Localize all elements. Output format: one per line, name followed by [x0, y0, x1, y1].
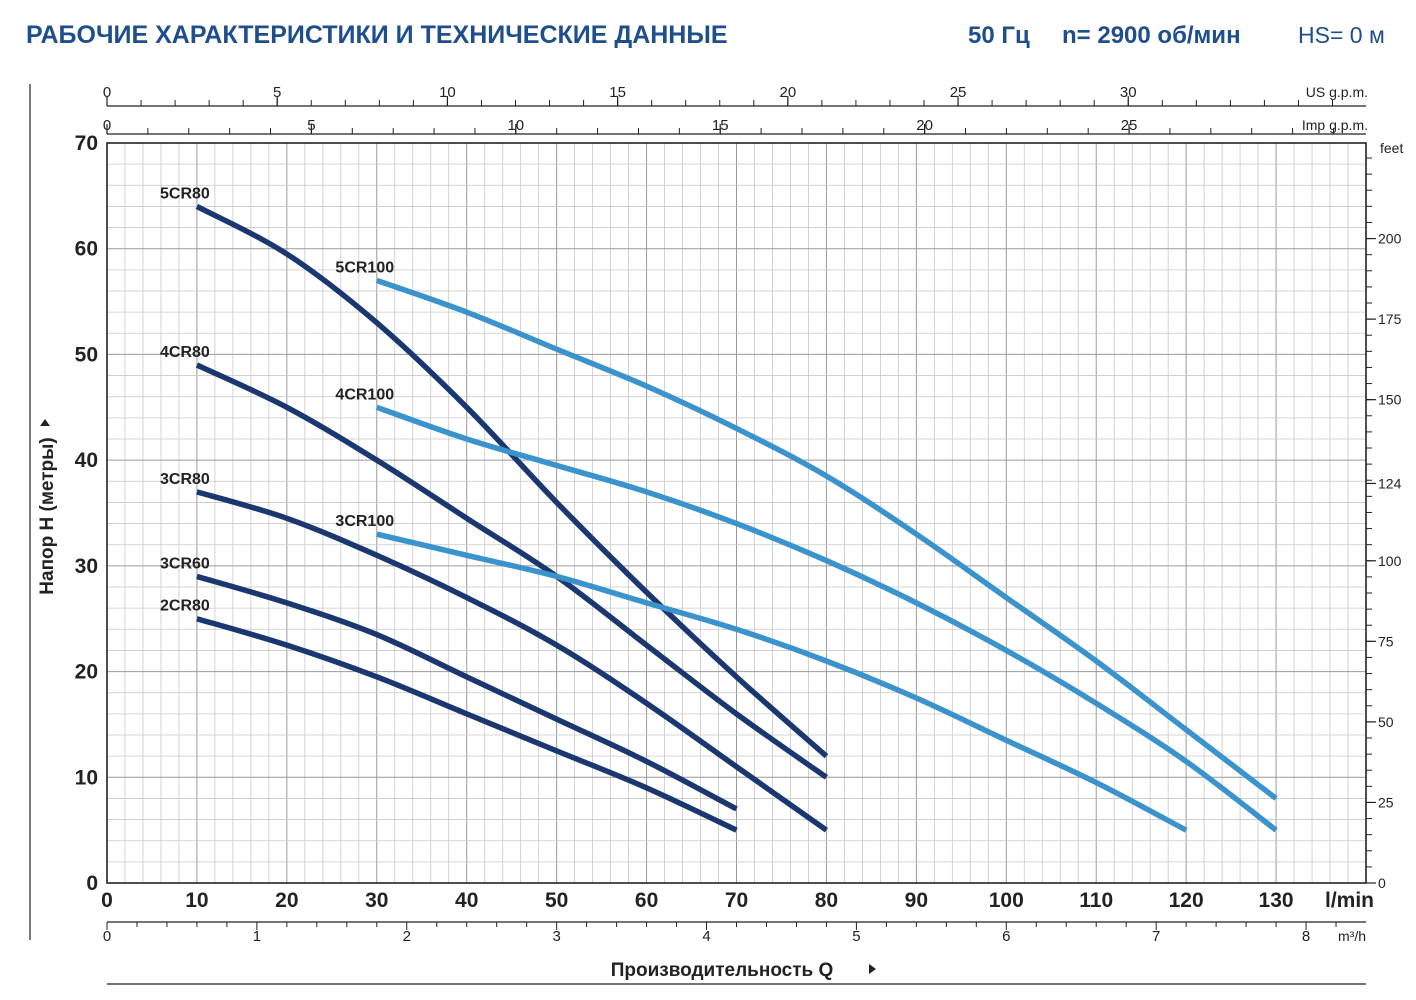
feet-tick-label: 0: [1378, 875, 1386, 891]
m3h-tick-label: 5: [852, 928, 860, 945]
feet-tick-label: 175: [1378, 311, 1402, 327]
us-gpm-unit: US g.p.m.: [1306, 84, 1368, 100]
header-hs: HS= 0 м: [1298, 22, 1385, 48]
curve-3cr100: [376, 531, 1188, 833]
m3h-tick-label: 8: [1302, 928, 1310, 945]
feet-tick-label: 200: [1378, 231, 1402, 247]
curve-3cr60: [196, 573, 738, 812]
curve-label-2cr80: 2CR80: [160, 598, 210, 615]
m3h-tick-label: 7: [1152, 928, 1160, 945]
grid: [106, 142, 1367, 884]
x-tick-label: 90: [905, 889, 928, 912]
y-axis-arrow-icon: [40, 419, 50, 426]
feet-tick-label: 150: [1378, 392, 1402, 408]
curve-4cr80: [195, 362, 829, 780]
y-tick-label: 30: [75, 555, 98, 578]
y-tick-label: 0: [86, 872, 98, 895]
curve-label-4cr80: 4CR80: [160, 344, 210, 361]
x-axis-arrow-icon: [869, 964, 876, 974]
x-tick-label: 10: [185, 889, 208, 912]
x-tick-label: 30: [365, 889, 388, 912]
curve-3cr80: [196, 489, 829, 833]
secondary-axis-label: 5: [307, 117, 315, 134]
curve-label-3cr100: 3CR100: [335, 513, 394, 530]
secondary-axis-label: 5: [273, 84, 281, 101]
x-axis-title: Производительность Q: [611, 960, 834, 981]
feet-tick-label: 75: [1378, 633, 1394, 649]
secondary-axis-label: 20: [916, 117, 933, 134]
y-tick-label: 20: [75, 661, 98, 684]
header-title: РАБОЧИЕ ХАРАКТЕРИСТИКИ И ТЕХНИЧЕСКИЕ ДАН…: [26, 21, 728, 49]
curve-5cr80: [195, 203, 829, 759]
feet-tick-label: 124: [1378, 475, 1402, 491]
y-axis-title: Напор H (метры): [37, 437, 58, 594]
x-tick-label: 100: [989, 889, 1024, 912]
x-tick-label: 60: [635, 889, 658, 912]
y-tick-label: 10: [75, 766, 98, 789]
m3h-unit: m³/h: [1338, 928, 1366, 944]
curve-label-3cr80: 3CR80: [160, 471, 210, 488]
secondary-axis-label: 25: [1121, 117, 1138, 134]
curve-label-5cr80: 5CR80: [160, 185, 210, 202]
secondary-axis-label: 20: [779, 84, 796, 101]
feet-tick-label: 50: [1378, 714, 1394, 730]
curve-label-4cr100: 4CR100: [335, 386, 394, 403]
secondary-axis-label: 15: [609, 84, 626, 101]
header-speed: n= 2900 об/мин: [1062, 22, 1241, 49]
m3h-tick-label: 2: [403, 928, 411, 945]
secondary-axis-label: 10: [439, 84, 456, 101]
x-tick-label: 80: [815, 889, 838, 912]
secondary-axis-label: 25: [950, 84, 967, 101]
curve-5cr100: [375, 277, 1278, 801]
feet-tick-label: 100: [1378, 553, 1402, 569]
curve-2cr80: [196, 616, 738, 833]
header-frequency: 50 Гц: [968, 22, 1030, 49]
x-tick-label: 110: [1079, 889, 1113, 912]
feet-unit: feet: [1380, 140, 1403, 156]
m3h-tick-label: 0: [103, 928, 111, 945]
y-tick-label: 50: [75, 343, 98, 366]
x-tick-label: 120: [1169, 889, 1204, 912]
x-tick-label: 70: [725, 889, 748, 912]
y-tick-label: 70: [75, 132, 98, 155]
curve-label-3cr60: 3CR60: [160, 555, 210, 572]
x-tick-label: 40: [455, 889, 478, 912]
m3h-tick-label: 3: [552, 928, 560, 945]
series-curves: [195, 203, 1278, 833]
feet-tick-label: 25: [1378, 794, 1394, 810]
secondary-axis-label: 30: [1120, 84, 1137, 101]
m3h-tick-label: 4: [702, 928, 710, 945]
plot-frame: [106, 142, 1367, 884]
secondary-axis-label: 0: [103, 84, 111, 101]
y-tick-label: 60: [75, 238, 98, 261]
imp-gpm-unit: Imp g.p.m.: [1302, 117, 1368, 133]
x-tick-label: 0: [101, 889, 113, 912]
curve-4cr100: [375, 404, 1278, 833]
m3h-tick-label: 6: [1002, 928, 1010, 945]
y-tick-label: 40: [75, 449, 98, 472]
m3h-tick-label: 1: [253, 928, 261, 945]
series-labels: 5CR80 4CR80 3CR80 3CR60 2CR80 5CR100 4CR100 3CR…: [160, 185, 394, 614]
secondary-axis-label: 0: [103, 117, 111, 134]
x-tick-label: 50: [545, 889, 568, 912]
secondary-axis-label: 10: [507, 117, 524, 134]
x-tick-label: 20: [275, 889, 298, 912]
x-tick-label: 130: [1259, 889, 1294, 912]
curve-label-5cr100: 5CR100: [335, 259, 394, 276]
x-unit-label: l/min: [1325, 889, 1374, 912]
secondary-axis-label: 15: [712, 117, 729, 134]
